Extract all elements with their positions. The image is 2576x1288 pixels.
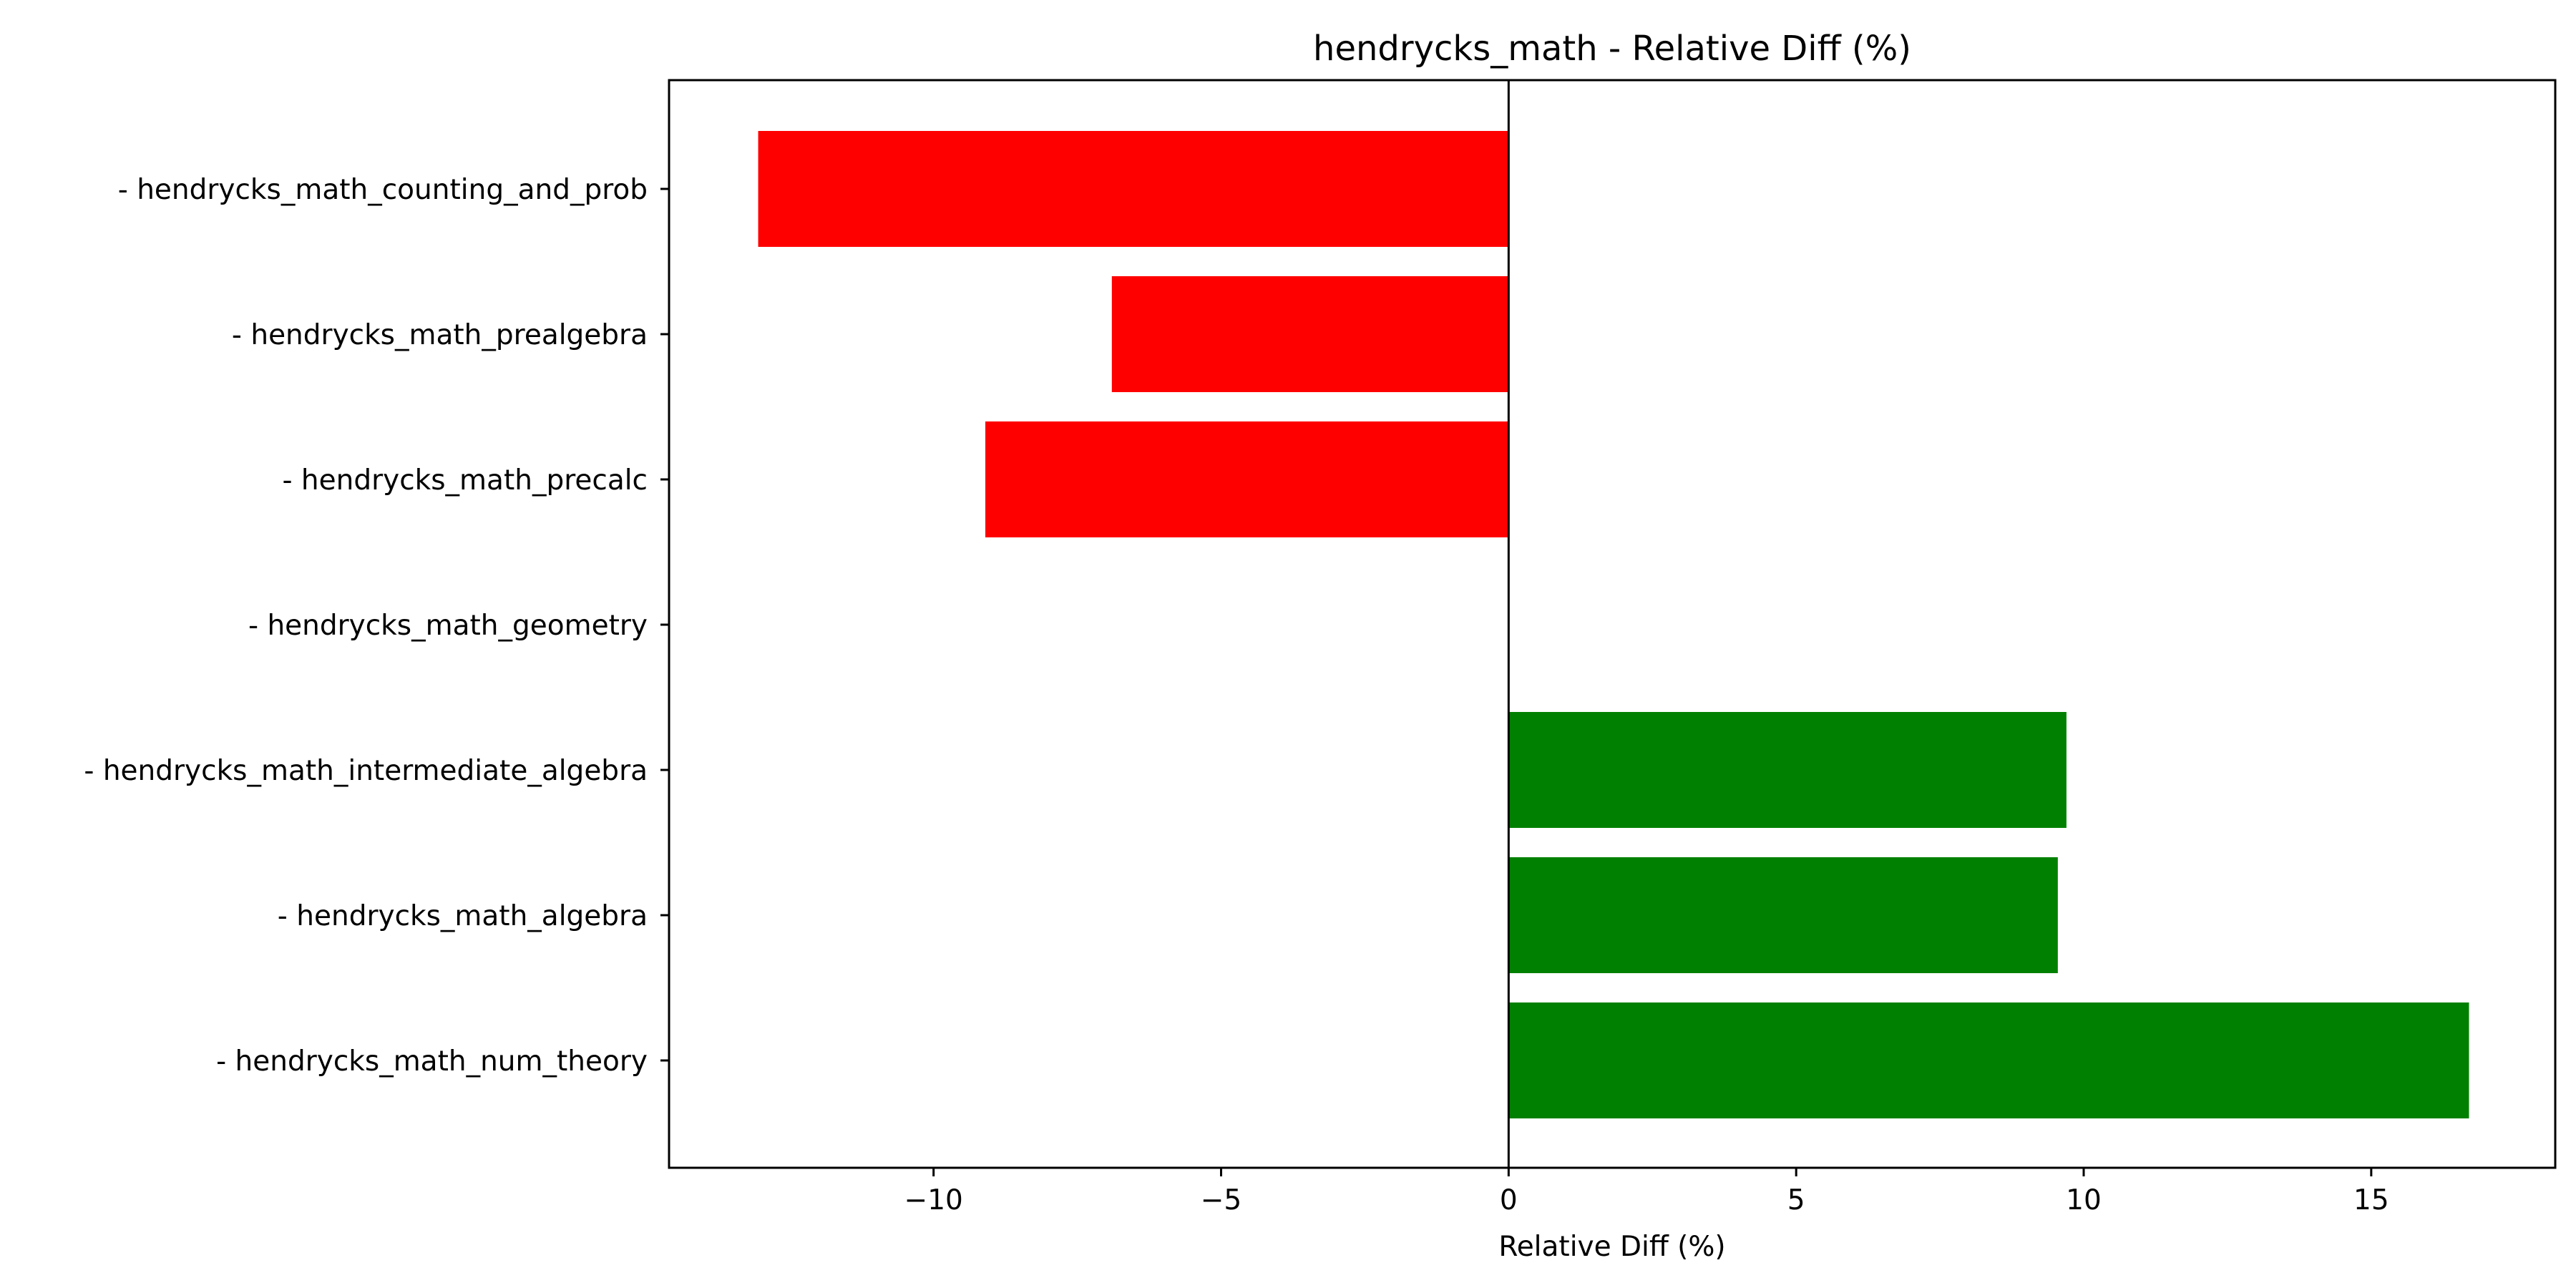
bar (1508, 857, 2058, 973)
x-axis-label: Relative Diff (%) (1498, 1231, 1725, 1263)
chart-title: hendrycks_math - Relative Diff (%) (1313, 29, 1911, 69)
y-tick-label: - hendrycks_math_algebra (278, 900, 648, 932)
y-tick-label: - hendrycks_math_precalc (282, 464, 648, 497)
x-tick-label: −10 (904, 1184, 963, 1216)
y-tick-label: - hendrycks_math_geometry (248, 610, 648, 642)
x-tick-label: 10 (2066, 1184, 2102, 1216)
bar (1508, 1002, 2469, 1118)
bar (1508, 712, 2067, 828)
y-tick-label: - hendrycks_math_counting_and_prob (118, 174, 648, 206)
bar (985, 421, 1509, 537)
x-tick-label: 15 (2353, 1184, 2389, 1216)
x-tick-label: 5 (1787, 1184, 1805, 1216)
bar (1111, 276, 1509, 392)
y-tick-label: - hendrycks_math_intermediate_algebra (84, 755, 648, 787)
bar (758, 131, 1509, 247)
x-ticks: −10 −5 0 5 10 15 (904, 1168, 2389, 1216)
x-tick-label: −5 (1201, 1184, 1242, 1216)
bars-layer (758, 131, 2469, 1118)
plot-area-frame (668, 79, 2557, 1169)
y-tick-label: - hendrycks_math_num_theory (216, 1045, 648, 1078)
x-tick-label: 0 (1500, 1184, 1518, 1216)
y-tick-labels: - hendrycks_math_counting_and_prob - hend… (84, 174, 669, 1078)
y-tick-label: - hendrycks_math_prealgebra (232, 319, 648, 351)
